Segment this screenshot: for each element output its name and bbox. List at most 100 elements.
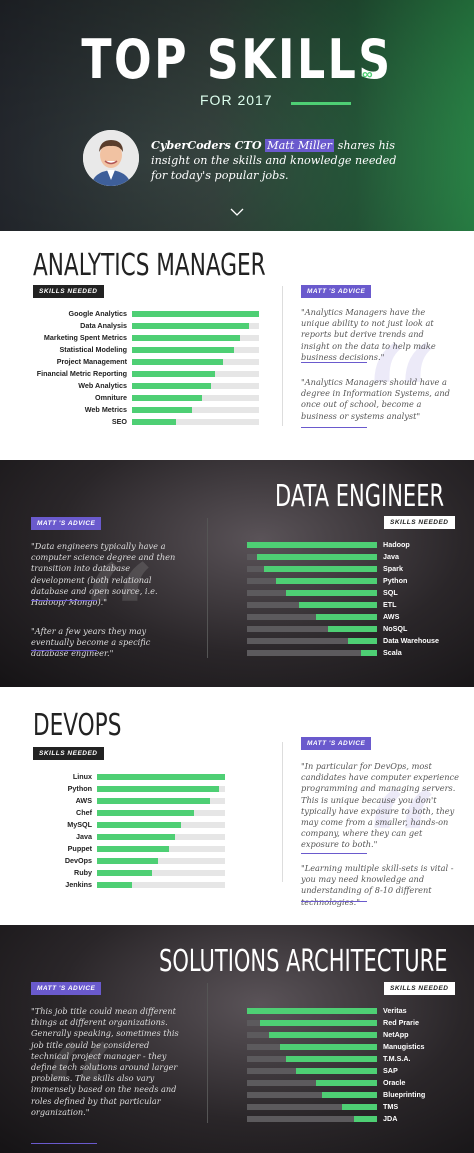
hero-subtitle: FOR 2017 [200,92,273,108]
skill-bar-track [97,773,225,780]
skill-row: Omniture [0,393,280,403]
skills-needed-tag: SKILLS NEEDED [384,982,455,995]
hero-underline [291,102,351,105]
skill-bar [275,577,377,584]
skill-bar [361,649,377,656]
skills-chart: Google Analytics Data Analysis Marketing S… [0,309,280,429]
advice-quote-1: "This job title could mean different thi… [31,1006,179,1117]
section-title: DEVOPS [33,708,122,743]
skill-row: Oracle [0,1078,474,1088]
skill-bar-track [132,334,259,341]
skill-bar-track [247,541,377,548]
skill-label: AWS [75,796,92,805]
skills-chart: Veritas Red Prarie NetApp Manugistics T.M.S.… [0,1006,474,1126]
skill-label: NetApp [383,1030,409,1039]
skill-label: Ruby [74,868,92,877]
skills-chart: Linux Python AWS Chef MySQL Java Puppet DevOps R… [0,772,280,892]
skill-label: Spark [383,564,403,573]
skill-label: Manugistics [383,1042,425,1051]
skill-bar [132,358,224,365]
skills-needed-tag: SKILLS NEEDED [384,516,455,529]
skill-label: Statistical Modeling [59,345,128,354]
skill-label: Java [76,832,92,841]
skill-row: Project Management [0,357,280,367]
skill-label: Scala [383,648,402,657]
divider [282,742,283,882]
skill-bar [263,565,377,572]
skill-label: Data Analysis [80,321,127,330]
section-data-engineer: DATA ENGINEER MATT 'S ADVICE “ "Data eng… [0,460,474,687]
skill-row: SQL [0,588,474,598]
skill-bar [279,1043,377,1050]
hero-title: TOP SKILLS [81,28,393,91]
skill-bar-track [247,1019,377,1026]
skill-bar-track [97,857,225,864]
skill-bar [97,821,182,828]
intro-text: shares his insight on the skills and kno… [151,139,397,182]
section-background [0,925,474,1153]
skill-row: Web Metrics [0,405,280,415]
skill-row: T.M.S.A. [0,1054,474,1064]
skill-label: Java [383,552,399,561]
skill-bar-track [97,869,225,876]
advice-quote-1: "Data engineers typically have a compute… [31,541,176,608]
skill-bar-track [247,649,377,656]
skill-row: Statistical Modeling [0,345,280,355]
skill-bar-track [132,406,259,413]
skill-bar-track [247,601,377,608]
link-icon: ∞ [362,66,373,83]
advice-tag: MATT 'S ADVICE [31,517,102,530]
skill-bar [132,370,215,377]
divider [207,983,208,1123]
skill-bar [286,589,377,596]
avatar [83,130,139,186]
skill-row: Java [0,832,280,842]
intro-name: Matt Miller [265,139,335,152]
skill-bar-track [247,1043,377,1050]
advice-tag: MATT 'S ADVICE [301,737,372,750]
skill-bar-track [247,1103,377,1110]
skill-bar-track [247,553,377,560]
skill-row: DevOps [0,856,280,866]
skill-row: Google Analytics [0,309,280,319]
skill-bar [132,322,249,329]
advice-quote-2: "Analytics Managers should have a degree… [301,377,450,421]
skills-chart: Hadoop Java Spark Python SQL ETL AWS NoSQL Data … [0,540,474,660]
skill-row: Blueprinting [0,1090,474,1100]
skill-row: Marketing Spent Metrics [0,333,280,343]
skill-bar [257,553,377,560]
skill-label: Jenkins [65,880,92,889]
skill-bar [269,1031,377,1038]
skill-label: Veritas [383,1006,407,1015]
skill-row: Jenkins [0,880,280,890]
skill-row: NetApp [0,1030,474,1040]
skill-label: SQL [383,588,398,597]
intro-prefix: CyberCoders CTO [151,138,262,152]
skill-row: ETL [0,600,474,610]
advice-underline [301,901,367,902]
skill-bar [97,881,132,888]
skill-bar-track [247,1055,377,1062]
skill-bar-track [132,394,259,401]
skill-label: TMS [383,1102,399,1111]
chevron-down-icon[interactable] [230,205,244,219]
skill-label: Google Analytics [68,309,127,318]
advice-tag: MATT 'S ADVICE [31,982,102,995]
advice-underline [301,362,367,363]
advice-quote-2: "After a few years they may eventually b… [31,626,151,659]
skill-row: Data Analysis [0,321,280,331]
skill-bar-track [247,1079,377,1086]
skill-label: Blueprinting [383,1090,426,1099]
skill-bar-track [132,382,259,389]
skill-bar-track [132,346,259,353]
skill-bar [286,1055,377,1062]
skill-bar [327,625,377,632]
skill-label: SAP [383,1066,398,1075]
skill-row: Ruby [0,868,280,878]
skill-bar-track [97,785,225,792]
skill-label: Python [67,784,92,793]
skill-bar-track [97,797,225,804]
skill-bar [247,541,377,548]
hero-banner: TOP SKILLS ∞ FOR 2017 CyberCoders CTO Ma… [0,0,474,231]
skill-label: ETL [383,600,397,609]
